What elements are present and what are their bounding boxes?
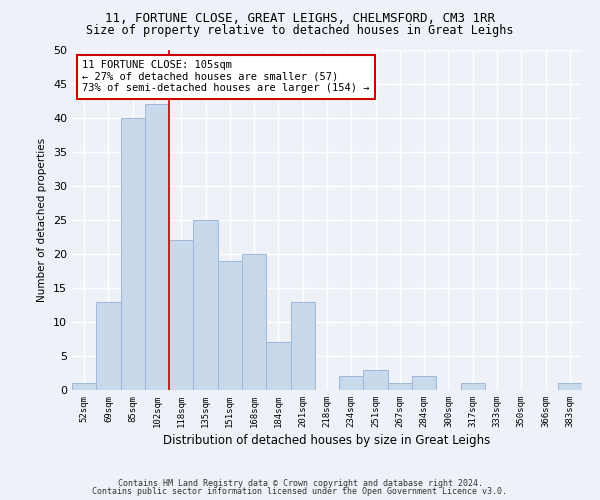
- Bar: [242, 254, 266, 390]
- Bar: [339, 376, 364, 390]
- Bar: [96, 302, 121, 390]
- Bar: [121, 118, 145, 390]
- Text: Contains HM Land Registry data © Crown copyright and database right 2024.: Contains HM Land Registry data © Crown c…: [118, 478, 482, 488]
- X-axis label: Distribution of detached houses by size in Great Leighs: Distribution of detached houses by size …: [163, 434, 491, 447]
- Y-axis label: Number of detached properties: Number of detached properties: [37, 138, 47, 302]
- Text: Size of property relative to detached houses in Great Leighs: Size of property relative to detached ho…: [86, 24, 514, 37]
- Bar: [412, 376, 436, 390]
- Text: Contains public sector information licensed under the Open Government Licence v3: Contains public sector information licen…: [92, 487, 508, 496]
- Bar: [169, 240, 193, 390]
- Bar: [388, 383, 412, 390]
- Bar: [266, 342, 290, 390]
- Text: 11 FORTUNE CLOSE: 105sqm
← 27% of detached houses are smaller (57)
73% of semi-d: 11 FORTUNE CLOSE: 105sqm ← 27% of detach…: [82, 60, 370, 94]
- Bar: [364, 370, 388, 390]
- Bar: [72, 383, 96, 390]
- Bar: [461, 383, 485, 390]
- Bar: [193, 220, 218, 390]
- Bar: [558, 383, 582, 390]
- Bar: [218, 261, 242, 390]
- Text: 11, FORTUNE CLOSE, GREAT LEIGHS, CHELMSFORD, CM3 1RR: 11, FORTUNE CLOSE, GREAT LEIGHS, CHELMSF…: [105, 12, 495, 26]
- Bar: [290, 302, 315, 390]
- Bar: [145, 104, 169, 390]
